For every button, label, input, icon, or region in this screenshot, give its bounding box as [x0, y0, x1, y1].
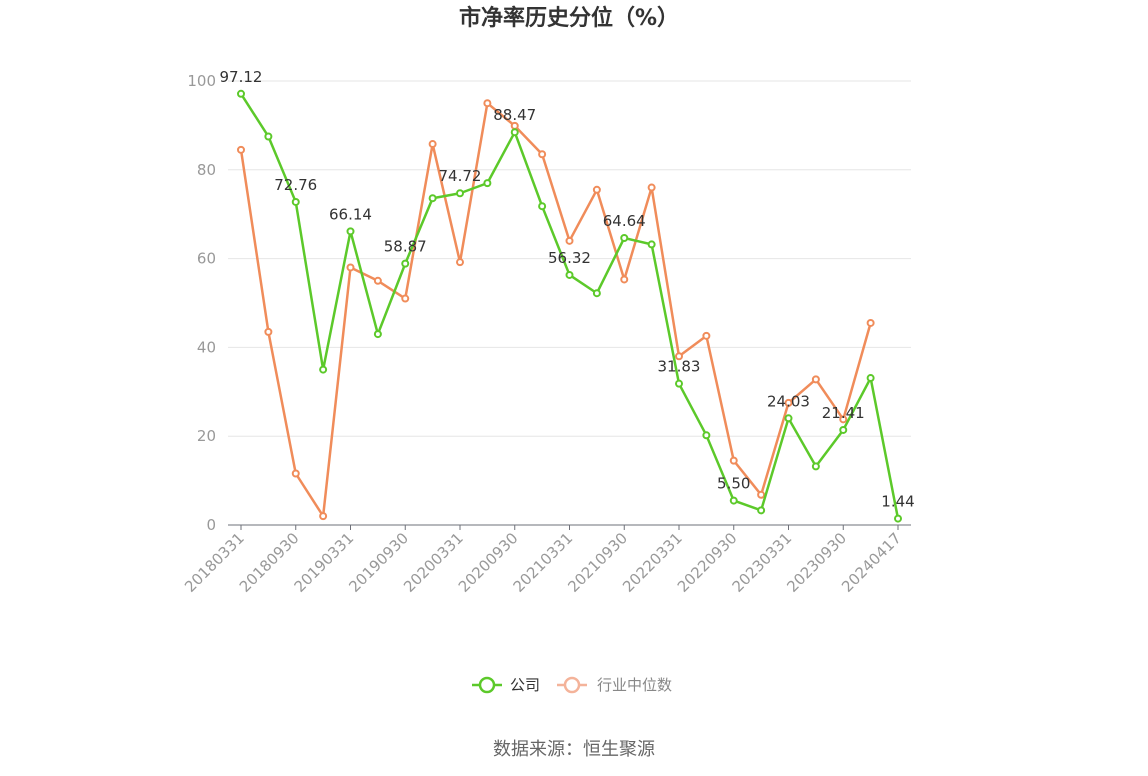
- data-point: [647, 240, 656, 249]
- data-point: [264, 327, 273, 336]
- data-label: 74.72: [439, 167, 482, 185]
- y-tick-label: 80: [197, 161, 216, 179]
- data-point: [894, 514, 902, 523]
- y-tick-label: 60: [197, 250, 216, 268]
- data-point: [373, 330, 382, 339]
- data-label: 88.47: [493, 106, 536, 124]
- data-point: [565, 270, 574, 279]
- data-point: [456, 189, 464, 198]
- data-point: [319, 512, 328, 521]
- data-point: [401, 259, 410, 268]
- data-label: 72.76: [274, 176, 317, 194]
- data-point: [237, 89, 245, 98]
- data-labels: 97.12 72.76 66.14 58.87 74.72 88.47 56.32 64.64…: [220, 68, 915, 511]
- data-point: [264, 132, 273, 141]
- x-axis: 2018033120180930201903312019093020200331…: [181, 524, 911, 596]
- data-point: [428, 194, 437, 203]
- data-point: [729, 456, 738, 465]
- data-label: 64.64: [603, 212, 646, 230]
- data-point: [428, 140, 437, 149]
- data-point: [729, 496, 738, 505]
- data-point: [483, 99, 492, 108]
- data-label: 97.12: [220, 68, 263, 86]
- data-point: [291, 197, 300, 206]
- legend-item-0[interactable]: 公司: [472, 676, 540, 694]
- data-label: 66.14: [329, 205, 372, 223]
- data-label: 21.41: [822, 404, 865, 422]
- data-point: [592, 289, 601, 298]
- data-point: [839, 425, 848, 434]
- data-point: [702, 431, 711, 440]
- data-point: [346, 263, 355, 272]
- data-point: [620, 233, 629, 242]
- data-point: [538, 202, 547, 211]
- data-point: [839, 415, 848, 424]
- series-line-1: [239, 101, 872, 518]
- series-lines: [237, 89, 902, 523]
- data-point: [866, 374, 875, 383]
- data-label: 58.87: [384, 238, 427, 256]
- data-label: 5.50: [717, 475, 750, 493]
- data-label: 24.03: [767, 392, 810, 410]
- data-point: [784, 398, 793, 407]
- data-point: [784, 414, 793, 423]
- data-point: [401, 294, 410, 303]
- legend[interactable]: 公司 行业中位数: [472, 676, 672, 694]
- data-point: [647, 183, 656, 192]
- legend-marker: [478, 676, 496, 694]
- data-point: [538, 150, 547, 159]
- data-point: [620, 275, 629, 284]
- source-note: 数据来源：恒生聚源: [493, 739, 655, 760]
- y-tick-label: 20: [197, 427, 216, 445]
- legend-label: 公司: [510, 676, 540, 694]
- y-axis: 0 20 40 60 80 100: [187, 72, 216, 534]
- y-tick-label: 40: [197, 338, 216, 356]
- data-point: [675, 379, 683, 388]
- chart-title: 市净率历史分位（%）: [459, 5, 679, 31]
- y-tick-label: 100: [187, 72, 216, 90]
- data-point: [675, 352, 683, 361]
- data-point: [483, 179, 492, 188]
- data-point: [346, 227, 355, 236]
- data-point: [565, 236, 574, 245]
- data-point: [319, 365, 328, 374]
- data-label: 1.44: [881, 493, 914, 511]
- legend-marker: [563, 676, 581, 694]
- data-point: [237, 145, 245, 154]
- data-point: [866, 318, 875, 327]
- legend-item-1[interactable]: 行业中位数: [557, 676, 672, 694]
- data-point: [811, 462, 820, 471]
- data-label: 56.32: [548, 249, 591, 267]
- data-point: [291, 469, 300, 478]
- data-point: [456, 258, 464, 267]
- data-point: [373, 276, 382, 285]
- data-point: [757, 490, 766, 499]
- data-point: [510, 128, 519, 137]
- data-point: [702, 331, 711, 340]
- data-label: 31.83: [658, 358, 701, 376]
- y-tick-label: 0: [206, 516, 216, 534]
- x-tick-label: 20240417: [838, 529, 905, 596]
- data-point: [757, 506, 766, 515]
- series-line-0: [239, 93, 900, 519]
- legend-label: 行业中位数: [597, 676, 672, 694]
- data-point: [811, 375, 820, 384]
- data-point: [592, 185, 601, 194]
